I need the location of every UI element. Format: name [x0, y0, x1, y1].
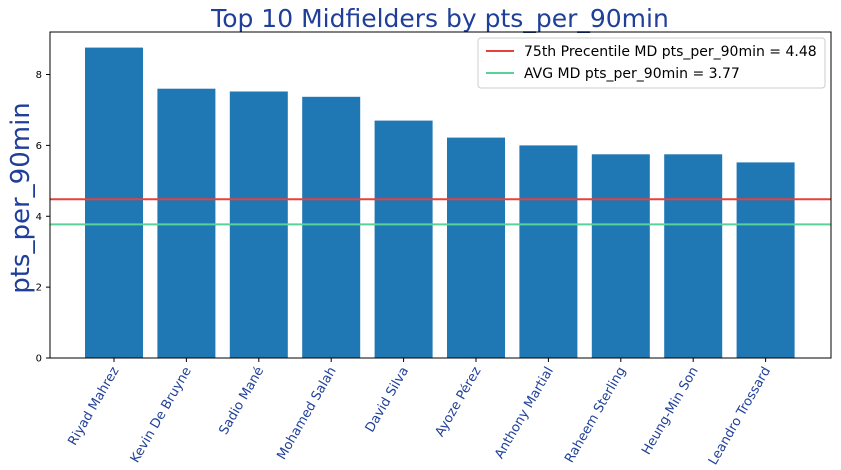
x-tick-label-0: Riyad Mahrez — [65, 364, 122, 448]
chart-title: Top 10 Midfielders by pts_per_90min — [210, 4, 669, 33]
legend-label-average: AVG MD pts_per_90min = 3.77 — [524, 66, 740, 82]
x-tick-label-1: Kevin De Bruyne — [128, 365, 195, 466]
bar-0 — [85, 47, 143, 358]
x-tick-label-8: Heung-Min Son — [639, 365, 701, 458]
bar-6 — [519, 145, 578, 358]
x-axis-ticks: Riyad Mahrez Kevin De Bruyne Sadio Mané Moh… — [65, 358, 774, 468]
y-tick-label-4: 8 — [36, 70, 42, 81]
y-tick-label-2: 4 — [36, 212, 42, 223]
x-tick-label-3: Mohamed Salah — [274, 365, 339, 463]
reference-lines — [50, 198, 831, 226]
x-tick-label-6: Anthony Martial — [492, 365, 557, 462]
bar-5 — [447, 137, 505, 358]
plot-frame — [49, 31, 832, 359]
x-tick-label-7: Raheem Sterling — [562, 365, 629, 466]
legend-box — [477, 37, 826, 89]
bar-8 — [664, 154, 723, 359]
legend-label-percentile: 75th Precentile MD pts_per_90min = 4.48 — [524, 44, 817, 60]
y-axis-label: pts_per_90min — [6, 102, 36, 294]
bar-9 — [736, 162, 795, 358]
y-tick-label-3: 6 — [36, 141, 42, 152]
bar-4 — [374, 120, 433, 358]
bar-1 — [157, 88, 216, 358]
y-axis-ticks: 0 2 4 6 8 — [36, 70, 50, 365]
x-tick-label-2: Sadio Mané — [216, 365, 267, 438]
y-tick-label-0: 0 — [36, 354, 42, 365]
x-tick-label-9: Leandro Trossard — [706, 365, 774, 468]
y-tick-label-1: 2 — [36, 283, 42, 294]
bar-7 — [591, 154, 650, 359]
legend: 75th Precentile MD pts_per_90min = 4.48 … — [477, 37, 826, 89]
bar-3 — [302, 96, 361, 359]
x-tick-label-5: Ayoze Pérez — [433, 364, 485, 439]
x-tick-label-4: David Silva — [363, 365, 412, 436]
bars-group — [85, 47, 795, 359]
